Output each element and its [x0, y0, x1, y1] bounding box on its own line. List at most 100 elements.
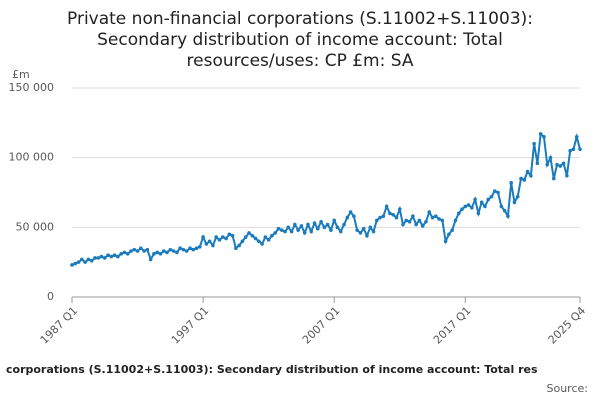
- y-tick-label: 100 000: [9, 151, 55, 164]
- data-point: [119, 252, 123, 256]
- data-point: [568, 148, 572, 153]
- data-point: [109, 254, 114, 259]
- data-point: [443, 239, 448, 244]
- data-point: [519, 176, 523, 181]
- data-point: [335, 225, 340, 230]
- data-point: [542, 134, 546, 139]
- data-point: [371, 229, 376, 234]
- data-point: [286, 225, 291, 230]
- data-point: [489, 194, 494, 199]
- data-point: [194, 246, 199, 251]
- data-point: [132, 247, 137, 252]
- data-point: [437, 217, 441, 221]
- data-point: [250, 233, 255, 238]
- data-point: [571, 147, 576, 152]
- data-point: [139, 246, 143, 251]
- data-point: [145, 247, 150, 252]
- data-point: [407, 219, 412, 224]
- line-series: [71, 132, 581, 266]
- data-point: [89, 258, 94, 263]
- data-point: [234, 246, 238, 251]
- data-point: [538, 132, 543, 136]
- data-point: [178, 246, 182, 251]
- data-point: [273, 231, 278, 235]
- data-point: [397, 207, 402, 212]
- data-point: [240, 239, 245, 244]
- data-point: [486, 197, 491, 202]
- data-point: [260, 242, 264, 246]
- data-point: [227, 232, 232, 237]
- chart-title: resources/uses: CP £m: SA: [187, 51, 414, 71]
- data-point: [404, 218, 409, 223]
- data-point: [293, 222, 297, 227]
- data-point: [76, 260, 81, 264]
- data-point: [106, 253, 110, 257]
- data-point: [289, 229, 294, 234]
- data-point: [529, 173, 533, 178]
- y-tick-label: 0: [47, 290, 54, 303]
- data-point: [283, 229, 287, 234]
- data-point: [352, 214, 356, 218]
- y-tick-label: 150 000: [9, 81, 55, 94]
- data-point: [302, 231, 307, 235]
- data-point: [499, 204, 504, 209]
- data-point: [545, 162, 550, 167]
- data-point: [417, 218, 422, 223]
- data-point: [93, 256, 97, 260]
- data-point: [384, 204, 389, 209]
- data-point: [184, 249, 189, 253]
- data-point: [430, 215, 435, 220]
- data-point: [378, 215, 382, 220]
- data-point: [116, 254, 120, 259]
- data-point: [433, 214, 438, 218]
- data-point: [325, 222, 330, 227]
- data-point: [473, 197, 477, 202]
- data-point: [440, 218, 445, 223]
- data-point: [86, 257, 91, 262]
- data-point: [171, 249, 176, 253]
- data-point: [450, 228, 454, 232]
- data-point: [161, 249, 166, 253]
- data-point: [155, 250, 160, 255]
- data-point: [355, 228, 359, 232]
- data-point: [181, 247, 186, 252]
- data-point: [470, 206, 474, 210]
- data-point: [211, 243, 215, 248]
- chart-title: Private non-financial corporations (S.11…: [67, 9, 533, 29]
- data-point: [279, 228, 284, 232]
- data-point: [453, 218, 458, 223]
- data-point: [551, 176, 556, 181]
- data-point: [204, 242, 209, 246]
- data-point: [191, 247, 196, 252]
- data-point: [175, 250, 179, 255]
- data-point: [102, 256, 107, 260]
- data-point: [420, 224, 425, 228]
- data-point: [365, 233, 369, 238]
- data-point: [142, 249, 146, 253]
- data-point: [129, 249, 133, 253]
- data-point: [237, 243, 241, 248]
- data-point: [148, 257, 153, 262]
- data-point: [316, 226, 320, 231]
- data-point: [492, 189, 497, 193]
- x-tick-label: 2007 Q1: [300, 304, 343, 347]
- x-tick-label: 2025 Q4: [546, 304, 589, 347]
- data-point: [322, 225, 327, 230]
- data-point: [361, 226, 366, 231]
- data-point: [401, 222, 405, 227]
- data-point: [456, 211, 461, 216]
- data-point: [479, 200, 484, 205]
- data-point: [338, 229, 343, 234]
- data-point: [525, 169, 530, 174]
- data-point: [512, 200, 517, 205]
- data-point: [306, 222, 310, 227]
- data-point: [332, 218, 336, 223]
- data-point: [309, 229, 314, 234]
- data-point: [198, 245, 202, 249]
- data-point: [70, 263, 74, 267]
- data-point: [506, 214, 510, 218]
- data-point: [243, 235, 248, 239]
- footer: corporations (S.11002+S.11003): Secondar…: [6, 363, 538, 376]
- data-point: [188, 246, 192, 251]
- data-point: [466, 203, 471, 207]
